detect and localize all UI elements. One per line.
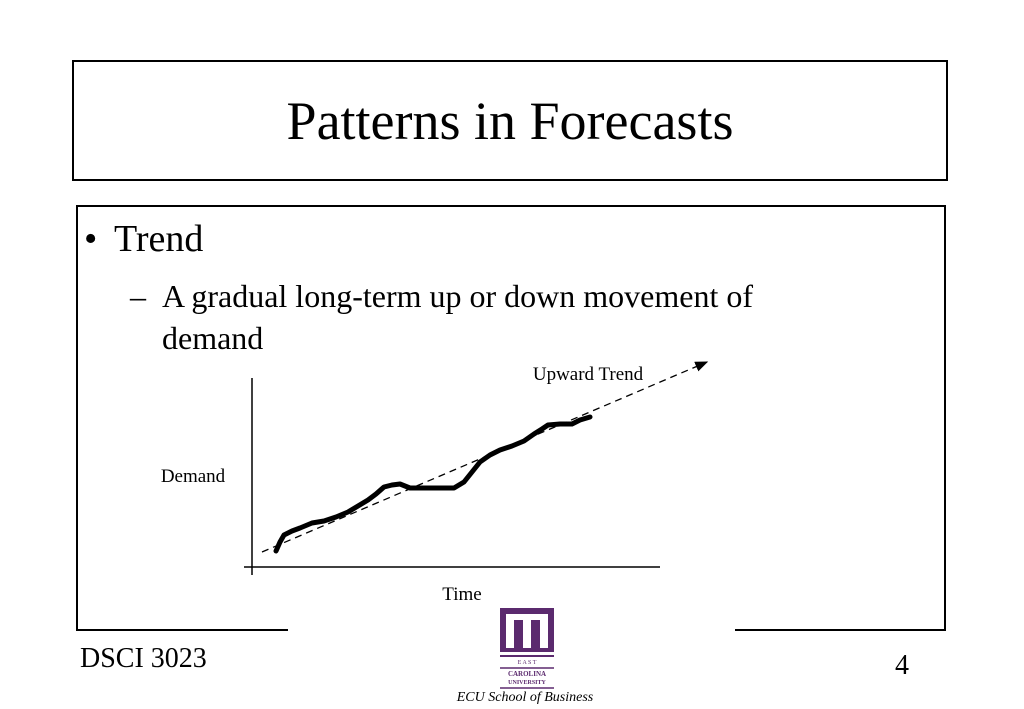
- slide-title: Patterns in Forecasts: [286, 90, 734, 151]
- ecu-logo-icon: E A S T CAROLINA UNIVERSITY: [500, 608, 554, 689]
- demand-curve: [273, 414, 593, 554]
- svg-text:UNIVERSITY: UNIVERSITY: [508, 680, 546, 686]
- bullet-item: • Trend: [84, 217, 203, 261]
- trend-label: Upward Trend: [533, 364, 644, 385]
- y-axis-label: Demand: [161, 466, 226, 487]
- content-bottom-border-left: [76, 629, 288, 631]
- dash-icon: –: [130, 278, 146, 314]
- bullet-text: Trend: [114, 218, 204, 260]
- title-box: Patterns in Forecasts: [72, 60, 948, 181]
- content-box: • Trend – A gradual long-term up or down m…: [76, 205, 946, 630]
- content-bottom-border-right: [735, 629, 946, 631]
- sub-bullet-line1: A gradual long-term up or down movement …: [162, 278, 753, 314]
- page-number: 4: [895, 650, 909, 681]
- sub-bullet: – A gradual long-term up or down movement…: [130, 275, 910, 359]
- logo-caption: ECU School of Business: [456, 690, 594, 705]
- bullet-dot-icon: •: [84, 218, 98, 260]
- sub-bullet-line2: demand: [162, 320, 264, 356]
- course-code: DSCI 3023: [80, 643, 207, 674]
- svg-text:E A S T: E A S T: [518, 660, 537, 666]
- x-axis-label: Time: [442, 584, 481, 605]
- svg-text:CAROLINA: CAROLINA: [508, 670, 546, 678]
